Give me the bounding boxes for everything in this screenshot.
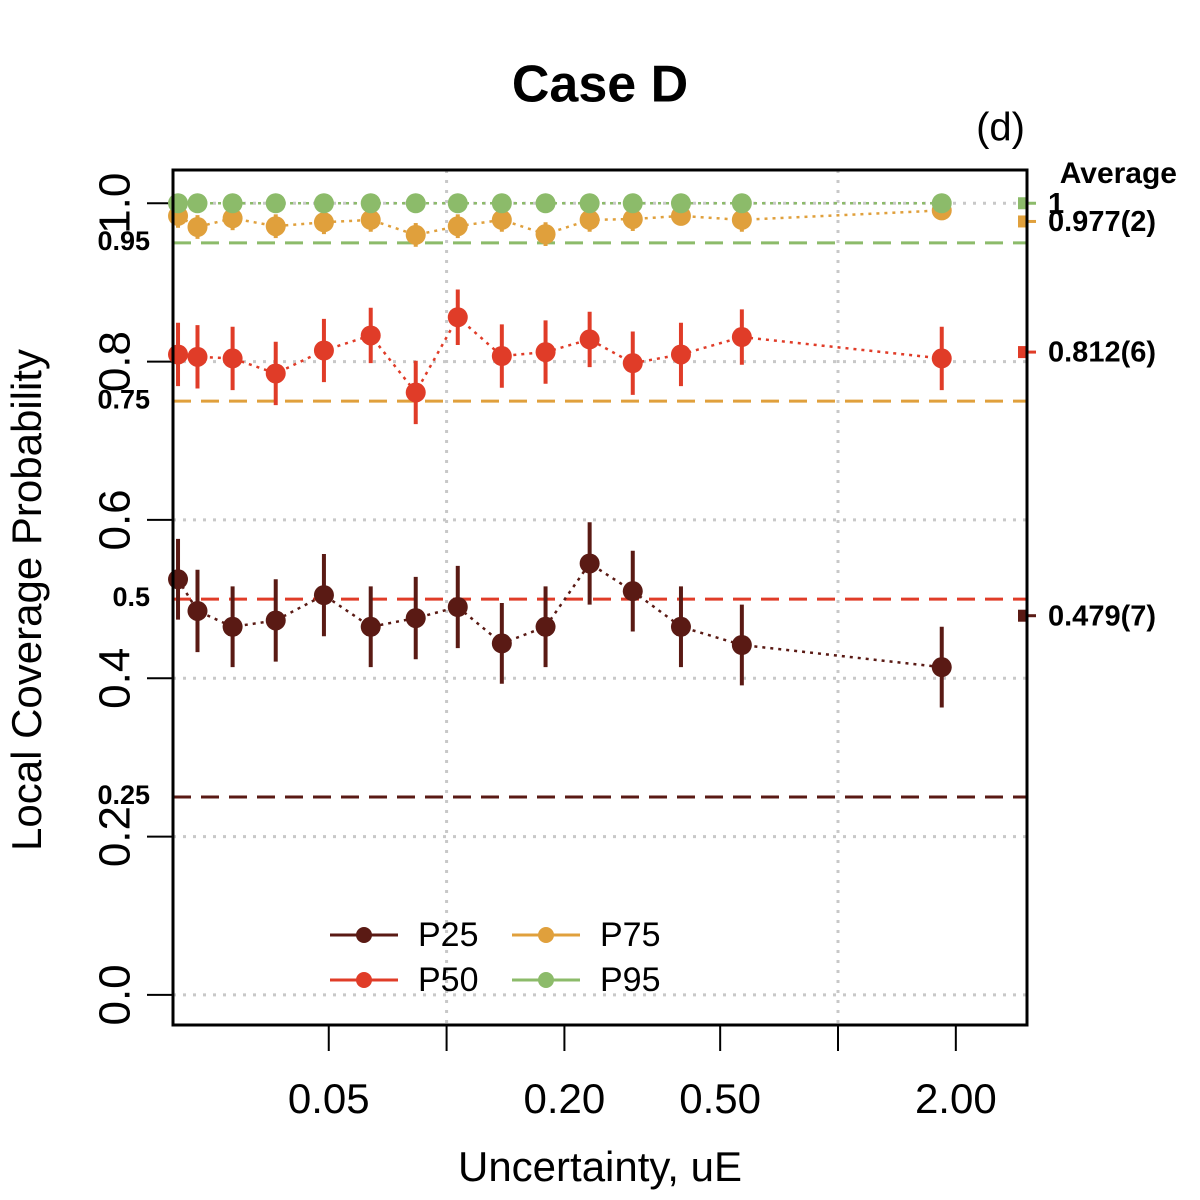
data-point (731, 327, 752, 348)
x-tick-label: 0.05 (288, 1075, 370, 1122)
data-point (313, 340, 334, 361)
data-point (168, 344, 189, 365)
average-label: 0.977(2) (1048, 206, 1156, 238)
data-point (222, 193, 243, 214)
legend-label: P50 (418, 961, 479, 999)
data-point (670, 193, 691, 214)
legend-marker (538, 927, 554, 943)
average-mark (1018, 346, 1026, 359)
data-point (187, 600, 208, 621)
reference-label: 0.75 (97, 384, 150, 414)
data-point (360, 209, 381, 230)
data-point (670, 344, 691, 365)
data-point (579, 553, 600, 574)
data-point (535, 193, 556, 214)
average-mark (1018, 215, 1026, 228)
data-point (622, 353, 643, 374)
data-point (313, 585, 334, 606)
x-axis-label: Uncertainty, uE (458, 1143, 742, 1190)
data-point (491, 346, 512, 367)
data-point (535, 342, 556, 363)
data-point (405, 382, 426, 403)
series-line (177, 209, 942, 237)
data-point (535, 224, 556, 245)
series-line (176, 561, 942, 669)
series-line (177, 315, 942, 395)
data-point (168, 569, 189, 590)
data-point (187, 193, 208, 214)
data-point (491, 633, 512, 654)
legend-label: P95 (600, 961, 661, 999)
y-tick-label: 0.2 (91, 806, 140, 867)
data-point (360, 616, 381, 637)
data-point (447, 307, 468, 328)
legend-marker (356, 927, 372, 943)
reference-label: 0.5 (112, 582, 150, 612)
data-point (535, 616, 556, 637)
data-point (405, 224, 426, 245)
y-tick-label: 0.0 (91, 964, 140, 1025)
data-point (265, 216, 286, 237)
average-title: Average (1060, 157, 1177, 190)
data-point (579, 193, 600, 214)
data-point (731, 193, 752, 214)
data-point (360, 193, 381, 214)
data-point (187, 217, 208, 237)
legend-label: P75 (600, 916, 661, 954)
data-point (313, 193, 334, 214)
data-point (931, 193, 952, 214)
average-label: 0.812(6) (1048, 337, 1156, 369)
data-point (187, 346, 208, 367)
average-mark (1018, 609, 1026, 622)
annotation: (d) (976, 106, 1025, 150)
x-tick-label: 0.20 (524, 1075, 606, 1122)
data-point (931, 657, 952, 678)
data-point (222, 208, 243, 229)
data-point (622, 209, 643, 230)
data-point (222, 348, 243, 369)
data-point (447, 597, 468, 617)
data-point (168, 193, 189, 214)
data-point (622, 581, 643, 602)
data-point (579, 329, 600, 350)
legend-marker (356, 972, 372, 988)
x-tick-label: 0.50 (679, 1075, 761, 1122)
data-point (731, 209, 752, 230)
y-tick-label: 0.8 (91, 331, 140, 392)
data-point (447, 216, 468, 237)
plot-frame (171, 168, 1029, 1027)
legend-label: P25 (418, 916, 479, 954)
data-point (405, 193, 426, 214)
average-mark (1018, 197, 1026, 210)
reference-label: 0.25 (97, 780, 150, 810)
average-label: 0.479(7) (1048, 600, 1156, 632)
x-tick-label: 2.00 (915, 1075, 997, 1122)
data-point (731, 635, 752, 655)
reference-label: 0.95 (97, 226, 150, 256)
chart-title: Case D (512, 56, 688, 114)
data-point (491, 193, 512, 214)
data-point (931, 348, 952, 369)
y-tick-label: 0.4 (91, 648, 140, 709)
y-tick-label: 1.0 (91, 173, 140, 234)
data-point (491, 209, 512, 230)
data-point (447, 193, 468, 214)
data-point (405, 608, 426, 629)
y-axis-label: Local Coverage Probability (3, 349, 50, 851)
data-point (313, 212, 334, 233)
data-point (622, 193, 643, 214)
data-point (670, 616, 691, 637)
data-point (579, 209, 600, 230)
data-point (265, 363, 286, 384)
y-tick-label: 0.6 (91, 489, 140, 550)
legend-marker (538, 972, 554, 988)
data-point (265, 193, 286, 214)
data-point (222, 616, 243, 637)
data-point (360, 325, 381, 346)
average-label: 1 (1048, 188, 1064, 220)
data-point (265, 610, 286, 631)
